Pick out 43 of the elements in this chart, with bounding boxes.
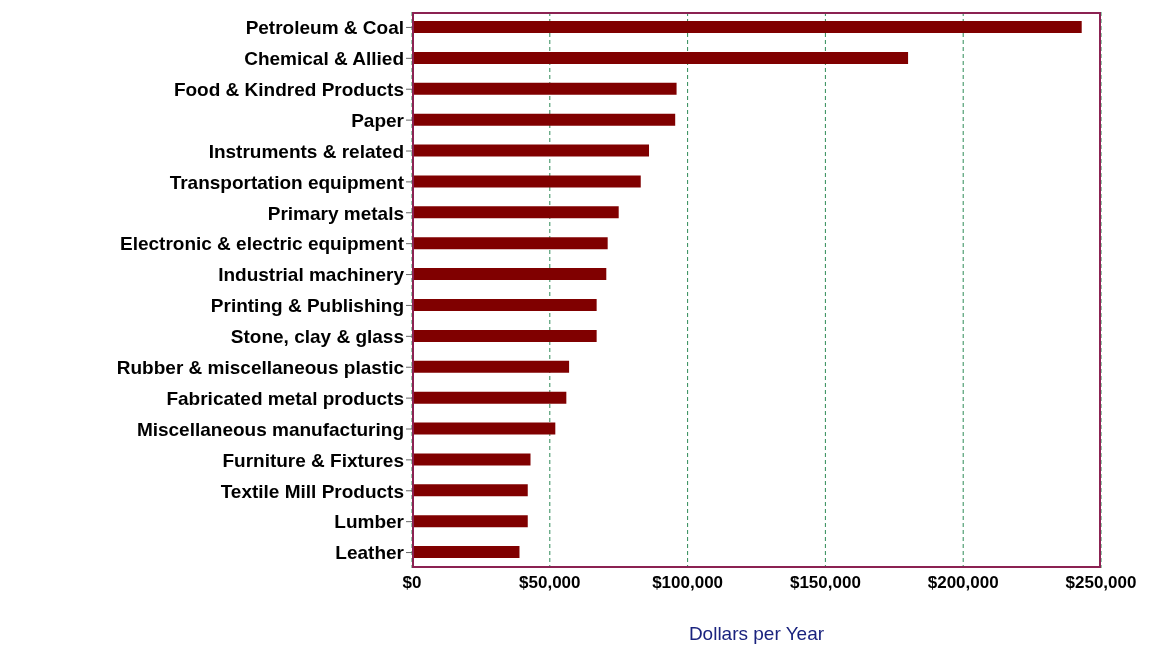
y-tick-label: Transportation equipment xyxy=(169,171,405,193)
bar xyxy=(412,484,528,497)
bar xyxy=(412,422,556,435)
bar xyxy=(412,329,597,342)
bar xyxy=(412,51,909,64)
x-tick-label: $0 xyxy=(402,573,422,593)
x-tick-label: $250,000 xyxy=(1065,573,1137,593)
y-tick-label: Furniture & Fixtures xyxy=(222,449,404,471)
y-tick-label: Petroleum & Coal xyxy=(245,17,404,39)
bar xyxy=(412,21,1082,33)
y-tick-label: Printing & Publishing xyxy=(210,295,404,317)
x-tick-label: $50,000 xyxy=(519,573,581,593)
bar xyxy=(412,299,597,311)
y-tick-label: Miscellaneous manufacturing xyxy=(136,418,404,440)
y-tick-label: Leather xyxy=(335,542,405,564)
y-tick-label: Food & Kindred Products xyxy=(173,78,404,100)
bar xyxy=(412,453,531,466)
bar xyxy=(412,268,607,281)
bar xyxy=(412,391,567,404)
y-tick-label: Instruments & related xyxy=(208,140,404,162)
bar xyxy=(412,82,677,95)
bar xyxy=(412,237,608,250)
y-tick-label: Textile Mill Products xyxy=(220,480,404,502)
bar xyxy=(412,175,641,188)
y-tick-label: Fabricated metal products xyxy=(166,387,404,409)
bar xyxy=(412,144,650,157)
y-tick-label: Industrial machinery xyxy=(218,264,405,286)
bar xyxy=(412,515,528,528)
x-tick-label: $100,000 xyxy=(652,573,724,593)
y-tick-label: Electronic & electric equipment xyxy=(119,233,405,255)
x-tick-label: $200,000 xyxy=(927,573,999,593)
bar xyxy=(412,360,570,373)
y-tick-label: Rubber & miscellaneous plastic xyxy=(116,356,405,378)
y-tick-label: Primary metals xyxy=(267,202,404,224)
bar xyxy=(412,546,520,559)
bar xyxy=(412,206,619,219)
x-tick-label: $150,000 xyxy=(789,573,861,593)
y-tick-label: Stone, clay & glass xyxy=(230,326,404,348)
bar xyxy=(412,113,676,126)
y-tick-label: Lumber xyxy=(334,511,405,533)
y-tick-label: Chemical & Allied xyxy=(244,48,404,70)
x-axis-title: Dollars per Year xyxy=(688,623,825,644)
y-tick-label: Paper xyxy=(351,109,405,131)
